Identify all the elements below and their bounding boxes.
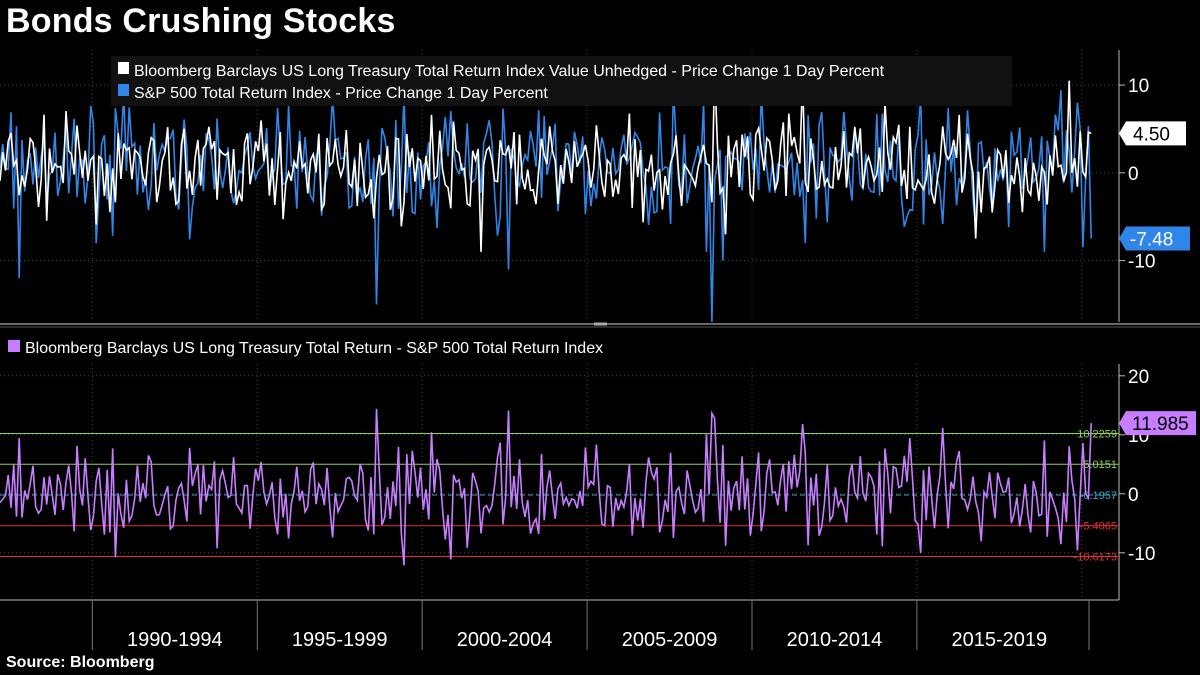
last-value-callout-spread: 11.985: [1119, 411, 1196, 436]
ytick-label-bottom: 0: [1128, 485, 1139, 506]
series-line-spread: [0, 408, 1092, 566]
top-panel: 10 0 -10: [0, 67, 1155, 323]
legend-swatch-spread: [8, 340, 20, 352]
series-line-bonds: [0, 67, 1092, 252]
legend-swatch-stocks: [118, 84, 129, 96]
xtick-label: 2000-2004: [457, 629, 553, 651]
ytick-label-bottom: -10: [1128, 544, 1155, 565]
last-value-bonds: 4.50: [1133, 124, 1170, 145]
reference-label: 10.2259: [1077, 428, 1117, 440]
reference-label: -5.4065: [1080, 521, 1117, 533]
reference-label: 5.0151: [1083, 459, 1117, 471]
ytick-label-bottom: 20: [1128, 367, 1149, 388]
bottom-panel: 20100-1010.22595.0151-0.1957-5.4065-10.6…: [0, 367, 1155, 566]
xtick-label: 1990-1994: [127, 629, 223, 651]
chart-title: Bonds Crushing Stocks: [6, 2, 396, 40]
legend-label-spread: Bloomberg Barclays US Long Treasury Tota…: [25, 340, 603, 357]
source-note: Source: Bloomberg: [6, 654, 155, 671]
x-axis: 1990-1994 1995-1999 2000-2004 2005-2009 2010…: [91, 600, 1090, 651]
legend-swatch-bonds: [118, 62, 129, 74]
ytick-label-top: -10: [1128, 252, 1155, 273]
bottom-legend: Bloomberg Barclays US Long Treasury Tota…: [8, 340, 603, 357]
xtick-label: 1995-1999: [292, 629, 388, 651]
top-legend: Bloomberg Barclays US Long Treasury Tota…: [111, 56, 1012, 106]
xtick-label: 2010-2014: [787, 629, 883, 651]
ytick-label-top: 10: [1128, 76, 1149, 97]
chart-frame: [0, 50, 1200, 601]
last-value-stocks: -7.48: [1130, 229, 1173, 250]
ytick-label-top: 0: [1128, 164, 1139, 185]
legend-label-stocks: S&P 500 Total Return Index - Price Chang…: [134, 85, 548, 102]
legend-label-bonds: Bloomberg Barclays US Long Treasury Tota…: [134, 63, 885, 80]
reference-label: -10.6173: [1074, 551, 1117, 563]
last-value-callout-stocks: -7.48: [1119, 226, 1190, 251]
last-value-callout-bonds: 4.50: [1119, 121, 1186, 146]
series-line-stocks: [0, 88, 1092, 323]
last-value-spread: 11.985: [1132, 414, 1189, 435]
xtick-label: 2015-2019: [952, 629, 1048, 651]
xtick-label: 2005-2009: [622, 629, 718, 651]
